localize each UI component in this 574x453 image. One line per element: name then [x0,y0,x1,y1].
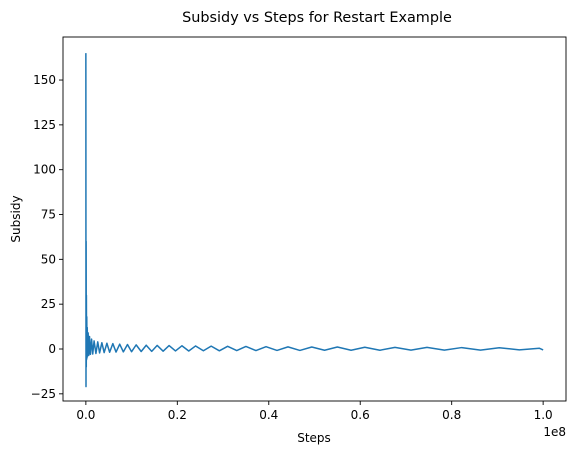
series-line [85,53,544,388]
x-tick-label: 0.8 [442,408,461,422]
x-tick-label: 0.4 [259,408,278,422]
plot-frame [62,36,567,402]
y-axis: −25 0 25 50 75 100 125 150 [31,73,63,401]
y-tick-label: 125 [33,118,56,132]
y-tick-label: 0 [48,342,56,356]
x-tick-label: 0.2 [168,408,187,422]
y-tick-label: 150 [33,73,56,87]
chart-title: Subsidy vs Steps for Restart Example [182,10,452,26]
x-axis-offset-label: 1e8 [543,425,566,439]
y-tick-label: 50 [41,252,56,266]
x-axis-label: Steps [297,431,331,445]
y-tick-label: 75 [41,208,56,222]
x-tick-label: 0.6 [351,408,370,422]
x-axis: 0.0 0.2 0.4 0.6 0.8 1.0 [76,401,553,422]
plot-area [85,53,544,388]
y-tick-label: 25 [41,297,56,311]
y-tick-label: −25 [31,387,56,401]
y-tick-label: 100 [33,163,56,177]
x-tick-label: 1.0 [534,408,553,422]
y-axis-label: Subsidy [9,195,23,242]
x-tick-label: 0.0 [76,408,95,422]
